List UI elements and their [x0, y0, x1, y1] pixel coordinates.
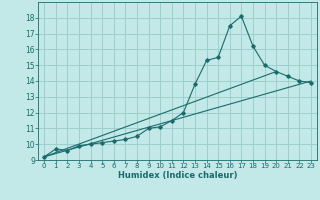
X-axis label: Humidex (Indice chaleur): Humidex (Indice chaleur) [118, 171, 237, 180]
